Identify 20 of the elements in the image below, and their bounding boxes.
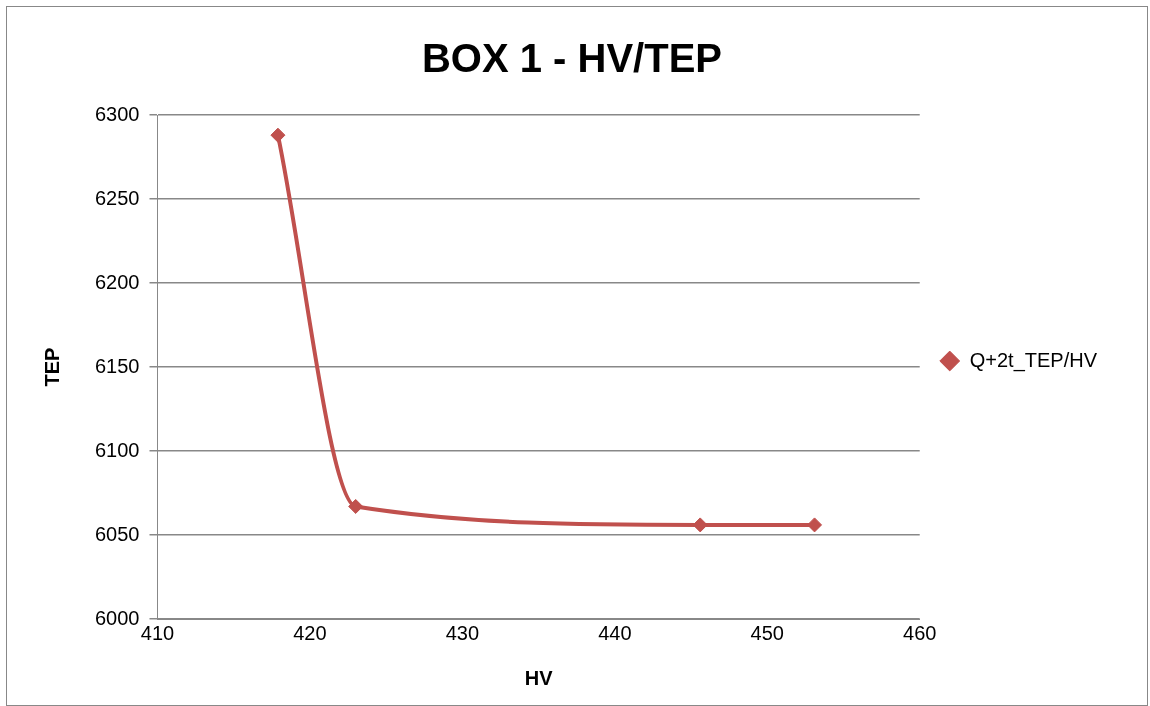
y-tick-label: 6300 [94, 102, 140, 125]
x-tick-label: 430 [445, 621, 480, 644]
y-tick-label: 6250 [94, 186, 140, 209]
point [807, 517, 823, 533]
y-tick-label: 6100 [94, 438, 140, 461]
chart-title: BOX 1 - HV/TEP [421, 36, 723, 81]
x-tick-label: 460 [903, 621, 937, 644]
point [348, 498, 364, 514]
x-tick-label: 420 [293, 621, 327, 644]
point [270, 127, 286, 143]
x-axis-title: HV [524, 666, 554, 689]
y-tick-label: 6050 [94, 522, 140, 545]
legend-label: Q+2t_TEP/HV [969, 348, 1098, 372]
x-tick-label: 440 [598, 621, 632, 644]
y-tick-label: 6200 [94, 270, 140, 293]
y-tick-label: 6150 [94, 354, 140, 377]
y-tick-label: 6000 [94, 606, 140, 629]
x-tick-label: 450 [750, 621, 784, 644]
y-axis-title: TEP [40, 347, 63, 387]
x-tick-label: 410 [140, 621, 175, 644]
